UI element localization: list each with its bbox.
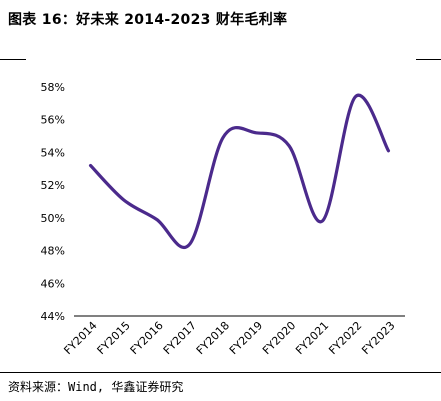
y-tick-label: 54% — [41, 146, 65, 159]
title-rule-left — [0, 59, 26, 60]
x-axis-labels: FY2014FY2015FY2016FY2017FY2018FY2019FY20… — [61, 319, 397, 357]
y-tick-label: 56% — [41, 114, 65, 127]
source-rule — [0, 372, 441, 373]
x-tick-label: FY2019 — [227, 319, 265, 357]
gross-margin-line-chart: 44%46%48%50%52%54%56%58% FY2014FY2015FY2… — [41, 81, 405, 357]
figure-title: 图表 16：好未来 2014-2023 财年毛利率 — [8, 12, 288, 28]
x-tick-label: FY2021 — [293, 319, 331, 357]
x-tick-label: FY2023 — [359, 319, 397, 357]
x-tick-label: FY2018 — [194, 319, 232, 357]
x-tick-label: FY2022 — [326, 319, 364, 357]
source-note: 资料来源：Wind, 华鑫证券研究 — [8, 380, 184, 394]
gross-margin-series-line — [88, 93, 391, 249]
title-rule-right — [416, 59, 441, 60]
x-tick-label: FY2016 — [128, 319, 166, 357]
x-tick-label: FY2014 — [61, 319, 99, 357]
y-tick-label: 50% — [41, 212, 65, 225]
y-axis-labels: 44% 46% 48% 50% 52% 54% 56% 58% — [41, 81, 65, 323]
y-tick-label: 58% — [41, 81, 65, 94]
y-tick-label: 52% — [41, 179, 65, 192]
x-tick-label: FY2017 — [161, 319, 199, 357]
y-tick-label: 44% — [41, 310, 65, 323]
y-tick-label: 48% — [41, 245, 65, 258]
series-layer — [88, 93, 391, 249]
y-tick-label: 46% — [41, 277, 65, 290]
x-tick-label: FY2015 — [95, 319, 133, 357]
x-tick-label: FY2020 — [260, 319, 298, 357]
